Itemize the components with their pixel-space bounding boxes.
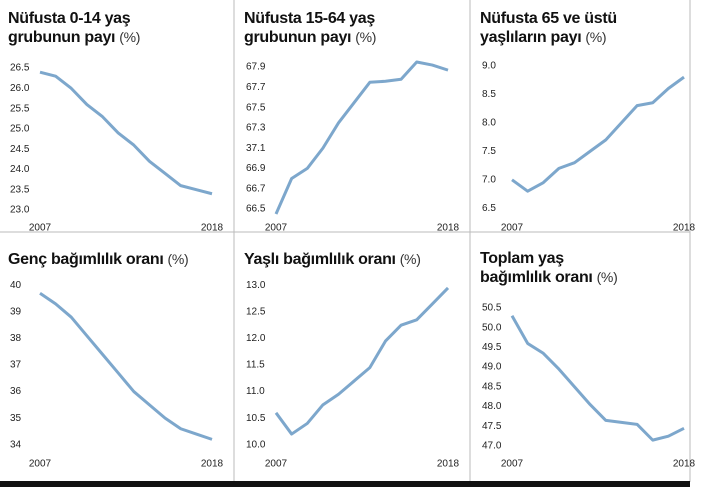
y-tick-label: 26.5 bbox=[10, 63, 30, 74]
title-text: Nüfusta 15-64 yaş bbox=[244, 10, 375, 27]
title-text: Nüfusta 65 ve üstü bbox=[480, 10, 617, 27]
title-text: Toplam yaş bbox=[480, 250, 564, 267]
y-tick-label: 67.5 bbox=[246, 102, 266, 113]
x-tick-label: 2018 bbox=[201, 223, 224, 234]
y-tick-label: 25.0 bbox=[10, 124, 30, 135]
title-text: yaşlıların payı bbox=[480, 29, 582, 46]
title-line: bağımlılık oranı (%) bbox=[480, 268, 618, 287]
y-tick-label: 48.0 bbox=[482, 401, 502, 412]
chart-title: Nüfusta 65 ve üstü yaşlıların payı (%) bbox=[480, 10, 617, 47]
y-tick-label: 25.5 bbox=[10, 103, 30, 114]
x-tick-label: 2007 bbox=[29, 223, 52, 234]
title-unit: (%) bbox=[167, 251, 189, 267]
title-line: grubunun payı (%) bbox=[244, 28, 376, 47]
y-tick-label: 11.5 bbox=[246, 360, 265, 371]
y-tick-label: 48.5 bbox=[482, 381, 502, 392]
bottom-bar bbox=[0, 481, 690, 487]
title-text: Genç bağımlılık oranı bbox=[8, 251, 164, 268]
title-line: Nüfusta 15-64 yaş bbox=[244, 10, 376, 28]
x-tick-label: 2018 bbox=[437, 223, 460, 234]
title-unit: (%) bbox=[355, 29, 377, 45]
title-unit: (%) bbox=[399, 251, 421, 267]
title-line: Nüfusta 65 ve üstü bbox=[480, 10, 617, 28]
x-tick-label: 2018 bbox=[673, 223, 696, 234]
title-line: yaşlıların payı (%) bbox=[480, 28, 617, 47]
y-tick-label: 66.9 bbox=[246, 163, 266, 174]
y-tick-label: 34 bbox=[10, 439, 22, 450]
title-line: Yaşlı bağımlılık oranı (%) bbox=[244, 250, 421, 269]
title-unit: (%) bbox=[119, 29, 141, 45]
y-tick-label: 9.0 bbox=[482, 60, 496, 71]
title-text: grubunun payı bbox=[244, 29, 352, 46]
title-text: Yaşlı bağımlılık oranı bbox=[244, 251, 396, 268]
x-tick-label: 2018 bbox=[673, 459, 696, 470]
y-tick-label: 35 bbox=[10, 413, 22, 424]
data-line bbox=[274, 286, 450, 436]
chart-title: Yaşlı bağımlılık oranı (%) bbox=[244, 250, 421, 269]
y-tick-label: 66.5 bbox=[246, 204, 266, 215]
data-line bbox=[39, 70, 213, 196]
y-tick-label: 49.0 bbox=[482, 362, 502, 373]
y-tick-label: 47.5 bbox=[482, 421, 502, 432]
x-tick-label: 2018 bbox=[201, 459, 224, 470]
y-tick-label: 50.0 bbox=[482, 322, 502, 333]
data-line bbox=[39, 292, 213, 441]
y-tick-label: 67.7 bbox=[246, 82, 266, 93]
title-unit: (%) bbox=[596, 269, 618, 285]
y-tick-label: 67.3 bbox=[246, 123, 266, 134]
y-tick-label: 12.5 bbox=[246, 307, 266, 318]
title-line: Toplam yaş bbox=[480, 250, 617, 268]
y-tick-label: 12.0 bbox=[246, 333, 266, 344]
y-tick-label: 38 bbox=[10, 333, 22, 344]
y-tick-label: 10.5 bbox=[246, 413, 266, 424]
y-tick-label: 36 bbox=[10, 386, 22, 397]
title-unit: (%) bbox=[585, 29, 607, 45]
x-tick-label: 2007 bbox=[265, 459, 288, 470]
y-tick-label: 7.5 bbox=[482, 146, 496, 157]
y-tick-label: 24.0 bbox=[10, 164, 30, 175]
x-tick-label: 2018 bbox=[437, 459, 460, 470]
x-tick-label: 2007 bbox=[265, 223, 288, 234]
y-tick-label: 49.5 bbox=[482, 342, 502, 353]
y-tick-label: 66.7 bbox=[246, 183, 266, 194]
y-tick-label: 67.9 bbox=[246, 62, 266, 73]
y-tick-label: 24.5 bbox=[10, 144, 30, 155]
y-tick-label: 8.0 bbox=[482, 117, 496, 128]
chart-title: Genç bağımlılık oranı (%) bbox=[8, 250, 189, 269]
y-tick-label: 37 bbox=[10, 360, 22, 371]
y-tick-label: 11.0 bbox=[246, 386, 265, 397]
title-text: bağımlılık oranı bbox=[480, 269, 593, 286]
y-tick-label: 47.0 bbox=[482, 441, 502, 452]
data-line bbox=[274, 60, 449, 215]
title-line: Genç bağımlılık oranı (%) bbox=[8, 250, 189, 269]
title-text: Nüfusta 0-14 yaş bbox=[8, 10, 131, 27]
y-tick-label: 13.0 bbox=[246, 280, 266, 291]
y-tick-label: 10.0 bbox=[246, 439, 266, 450]
chart-title: Nüfusta 0-14 yaş grubunun payı (%) bbox=[8, 10, 140, 47]
y-tick-label: 23.5 bbox=[10, 184, 30, 195]
title-line: grubunun payı (%) bbox=[8, 28, 140, 47]
y-tick-label: 40 bbox=[10, 280, 22, 291]
y-tick-label: 6.5 bbox=[482, 203, 496, 214]
chart-title: Nüfusta 15-64 yaş grubunun payı (%) bbox=[244, 10, 376, 47]
y-tick-label: 26.0 bbox=[10, 83, 30, 94]
title-line: Nüfusta 0-14 yaş bbox=[8, 10, 140, 28]
y-tick-label: 7.0 bbox=[482, 174, 496, 185]
x-tick-label: 2007 bbox=[501, 459, 524, 470]
y-tick-label: 39 bbox=[10, 307, 22, 318]
data-line bbox=[511, 75, 685, 193]
y-tick-label: 8.5 bbox=[482, 89, 496, 100]
chart-title: Toplam yaş bağımlılık oranı (%) bbox=[480, 250, 618, 287]
title-text: grubunun payı bbox=[8, 29, 116, 46]
y-tick-label: 37.1 bbox=[246, 143, 266, 154]
y-tick-label: 23.0 bbox=[10, 205, 30, 216]
data-line bbox=[510, 315, 685, 442]
x-tick-label: 2007 bbox=[501, 223, 524, 234]
x-tick-label: 2007 bbox=[29, 459, 52, 470]
y-tick-label: 50.5 bbox=[482, 303, 502, 314]
